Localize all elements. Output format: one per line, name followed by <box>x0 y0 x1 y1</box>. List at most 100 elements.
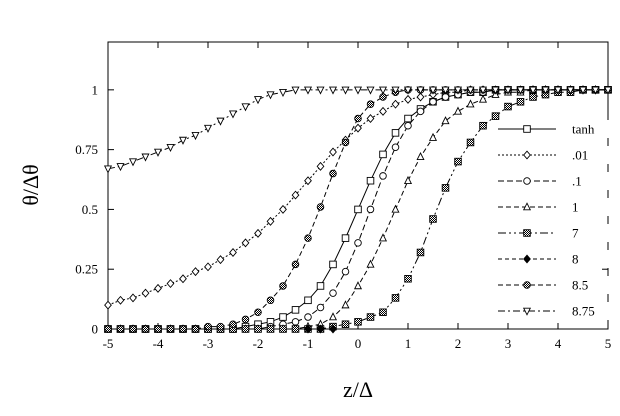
data-point <box>304 234 312 242</box>
y-tick-label: 0.5 <box>82 202 98 217</box>
data-point <box>203 124 213 133</box>
data-point <box>523 281 531 289</box>
data-point <box>366 313 375 321</box>
data-point <box>329 169 337 178</box>
data-point <box>391 294 400 302</box>
data-point <box>166 279 175 289</box>
data-point <box>522 307 532 316</box>
data-point <box>478 86 488 95</box>
legend-item: 1 <box>494 198 610 216</box>
data-point <box>316 161 325 171</box>
data-point <box>291 260 300 269</box>
data-point <box>204 322 212 331</box>
data-point <box>416 248 425 257</box>
data-point <box>141 288 150 298</box>
y-tick-label: 1 <box>92 82 99 97</box>
legend-item: 8.75 <box>494 302 610 320</box>
data-point <box>578 86 588 95</box>
data-point <box>453 106 463 115</box>
legend-label: 8 <box>572 252 579 267</box>
data-point <box>353 86 363 95</box>
data-point <box>603 86 613 95</box>
data-point <box>266 296 275 305</box>
legend-label: 7 <box>572 226 579 241</box>
data-point <box>553 86 563 95</box>
data-point <box>522 202 532 211</box>
legend-item: 8.5 <box>494 276 610 294</box>
legend-label: 1 <box>572 200 579 215</box>
data-point <box>523 125 531 133</box>
data-point <box>104 300 112 310</box>
x-tick-label: 5 <box>605 336 612 351</box>
data-point <box>166 325 175 333</box>
data-point <box>528 86 538 95</box>
data-point <box>116 163 125 172</box>
data-point <box>416 151 425 161</box>
data-point <box>178 136 188 145</box>
x-tick-label: 0 <box>355 336 362 351</box>
data-point <box>403 86 413 95</box>
data-point <box>141 153 150 162</box>
data-point <box>478 94 488 103</box>
data-point <box>341 300 350 309</box>
data-point <box>216 117 225 126</box>
data-point <box>103 165 113 174</box>
data-point <box>254 228 262 238</box>
data-point <box>491 86 500 95</box>
data-point <box>141 325 150 333</box>
data-point <box>229 320 237 328</box>
data-point <box>441 93 450 101</box>
data-point <box>266 216 275 226</box>
data-point <box>116 295 125 305</box>
data-point <box>378 86 388 95</box>
data-point <box>229 247 237 257</box>
data-point <box>379 93 387 101</box>
data-point <box>441 116 450 125</box>
x-tick-label: -3 <box>203 336 214 351</box>
x-tick-label: -4 <box>153 336 164 351</box>
data-point <box>241 103 250 112</box>
data-point <box>454 157 462 166</box>
data-point <box>366 176 375 185</box>
legend-item-bg <box>494 276 610 294</box>
x-tick-label: 2 <box>455 336 462 351</box>
data-point <box>128 158 138 167</box>
data-point <box>241 325 250 333</box>
data-point <box>366 86 375 95</box>
data-point <box>291 190 300 200</box>
data-point <box>291 318 300 326</box>
data-point <box>291 306 300 314</box>
data-point <box>391 99 400 109</box>
data-point <box>404 94 412 104</box>
data-point <box>316 324 325 334</box>
data-point <box>416 107 425 116</box>
data-point <box>304 296 312 305</box>
data-point <box>291 325 300 333</box>
legend-item: 7 <box>494 224 610 242</box>
data-point <box>316 86 325 95</box>
legend-item-bg <box>494 302 610 320</box>
data-point <box>266 91 275 100</box>
data-point <box>328 312 338 321</box>
data-point <box>303 86 313 95</box>
data-point <box>541 86 550 95</box>
data-point <box>503 86 513 95</box>
data-point <box>228 110 238 119</box>
x-tick-label: -2 <box>253 336 264 351</box>
data-point <box>129 325 137 333</box>
data-point <box>329 147 337 157</box>
data-point <box>329 260 337 269</box>
data-point <box>466 138 475 147</box>
data-point <box>404 114 412 123</box>
data-point <box>166 143 175 153</box>
data-point <box>428 132 438 141</box>
data-point <box>316 282 325 290</box>
data-point <box>266 325 275 333</box>
legend-item: 8 <box>494 250 610 268</box>
data-point <box>304 176 312 186</box>
x-tick-label: -5 <box>103 336 114 351</box>
data-point <box>341 234 350 242</box>
data-point <box>204 262 212 272</box>
data-point <box>516 98 525 106</box>
data-point <box>216 322 225 331</box>
